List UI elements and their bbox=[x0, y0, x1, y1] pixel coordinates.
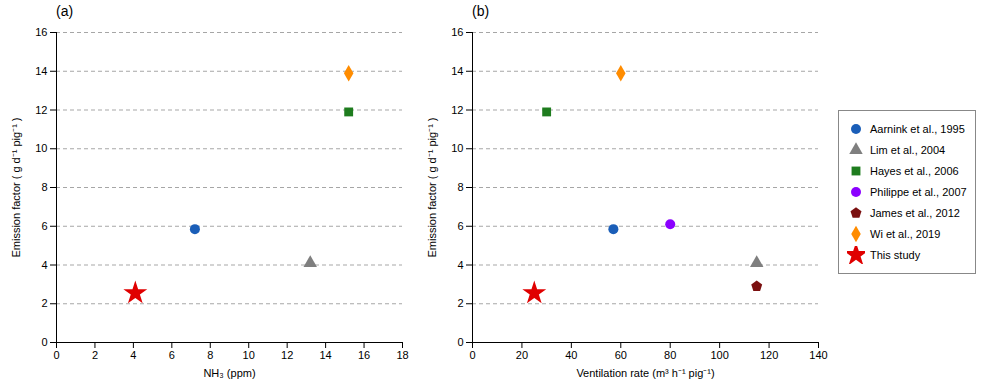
svg-text:0: 0 bbox=[41, 336, 47, 348]
svg-text:0: 0 bbox=[53, 349, 59, 361]
svg-text:NH₃ (ppm): NH₃ (ppm) bbox=[203, 367, 255, 379]
svg-text:14: 14 bbox=[319, 349, 331, 361]
html-text:Lim et al., 2004: Lim et al., 2004 bbox=[870, 144, 946, 156]
svg-text:140: 140 bbox=[809, 349, 827, 361]
svg-text:10: 10 bbox=[451, 142, 463, 154]
svg-text:100: 100 bbox=[710, 349, 728, 361]
svg-text:Emission factor ( g d⁻¹ pig⁻¹: Emission factor ( g d⁻¹ pig⁻¹ ) bbox=[10, 117, 22, 257]
svg-text:Emission factor ( g d⁻¹ pig⁻¹: Emission factor ( g d⁻¹ pig⁻¹ ) bbox=[426, 117, 438, 257]
svg-text:0: 0 bbox=[469, 349, 475, 361]
svg-text:16: 16 bbox=[451, 26, 463, 38]
svg-text:16: 16 bbox=[35, 26, 47, 38]
svg-text:40: 40 bbox=[565, 349, 577, 361]
svg-text:10: 10 bbox=[243, 349, 255, 361]
html-text:Aarnink et al., 1995: Aarnink et al., 1995 bbox=[870, 123, 965, 135]
svg-text:80: 80 bbox=[664, 349, 676, 361]
svg-text:20: 20 bbox=[516, 349, 528, 361]
svg-text:16: 16 bbox=[358, 349, 370, 361]
html-text:Philippe et al., 2007: Philippe et al., 2007 bbox=[870, 186, 967, 198]
svg-text:12: 12 bbox=[35, 104, 47, 116]
html-text:Wi et al., 2019: Wi et al., 2019 bbox=[870, 228, 941, 240]
html-text:(a): (a) bbox=[56, 3, 74, 19]
svg-text:60: 60 bbox=[615, 349, 627, 361]
svg-text:2: 2 bbox=[92, 349, 98, 361]
svg-text:4: 4 bbox=[457, 259, 463, 271]
svg-text:8: 8 bbox=[207, 349, 213, 361]
svg-text:14: 14 bbox=[451, 65, 463, 77]
svg-text:4: 4 bbox=[130, 349, 136, 361]
svg-text:0: 0 bbox=[457, 336, 463, 348]
svg-text:8: 8 bbox=[457, 181, 463, 193]
svg-text:12: 12 bbox=[451, 104, 463, 116]
html-text:Hayes et al., 2006: Hayes et al., 2006 bbox=[870, 165, 959, 177]
html-text:James et al., 2012: James et al., 2012 bbox=[870, 207, 960, 219]
svg-text:10: 10 bbox=[35, 142, 47, 154]
html-text:(b): (b) bbox=[472, 3, 490, 19]
svg-text:18: 18 bbox=[396, 349, 408, 361]
svg-text:12: 12 bbox=[281, 349, 293, 361]
svg-text:6: 6 bbox=[169, 349, 175, 361]
svg-text:120: 120 bbox=[760, 349, 778, 361]
svg-text:8: 8 bbox=[41, 181, 47, 193]
svg-text:2: 2 bbox=[457, 297, 463, 309]
svg-text:Ventilation rate (m³ h⁻¹ pig⁻¹: Ventilation rate (m³ h⁻¹ pig⁻¹) bbox=[576, 367, 714, 379]
svg-text:2: 2 bbox=[41, 297, 47, 309]
svg-text:14: 14 bbox=[35, 65, 47, 77]
svg-text:6: 6 bbox=[41, 220, 47, 232]
svg-text:4: 4 bbox=[41, 259, 47, 271]
svg-text:6: 6 bbox=[457, 220, 463, 232]
html-text:This study: This study bbox=[870, 249, 921, 261]
